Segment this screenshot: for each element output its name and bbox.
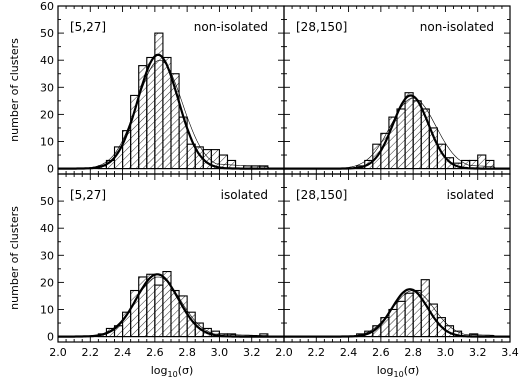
panel-range-label: [28,150] bbox=[296, 188, 347, 202]
gaussian-fit-line bbox=[284, 288, 510, 338]
panel-2: [28,150] non-isolated bbox=[283, 5, 511, 175]
x-axis-title-right-base: log bbox=[377, 364, 394, 377]
x-tick-label: 2.2 bbox=[308, 346, 326, 359]
histogram-bar bbox=[485, 159, 495, 170]
x-axis-title-left-subscript: 10 bbox=[168, 370, 178, 379]
histogram-bar bbox=[130, 94, 140, 170]
x-tick-label: 2.8 bbox=[404, 346, 422, 359]
y-tick-label: 50 bbox=[40, 195, 54, 208]
panel-3: 2.0 2.2 2.4 2.6 2.8 3.0 3.2 0 10 20 30 40 50 [5,27] is… bbox=[40, 173, 285, 359]
histogram-bar bbox=[146, 273, 156, 338]
y-axis-title-top: number of clusters bbox=[8, 38, 21, 142]
panel-isolation-label: isolated bbox=[221, 188, 268, 202]
y-tick-label: 20 bbox=[40, 108, 54, 121]
panel-4: 2.0 2.2 2.4 2.6 2.8 3.0 3.2 3.4 [28,150] isolated bbox=[275, 173, 519, 359]
x-tick-label: 2.2 bbox=[82, 346, 100, 359]
histogram-bar bbox=[404, 292, 414, 338]
histogram-bar bbox=[154, 32, 164, 170]
x-axis-title-right-subscript: 10 bbox=[394, 370, 404, 379]
y-tick-label: 10 bbox=[40, 303, 54, 316]
x-tick-label: 3.0 bbox=[437, 346, 455, 359]
x-tick-label: 2.6 bbox=[372, 346, 390, 359]
panel-range-label: [28,150] bbox=[296, 20, 347, 34]
y-tick-label: 30 bbox=[40, 249, 54, 262]
panel-range-label: [5,27] bbox=[70, 188, 106, 202]
x-axis-title-right: log10(σ) bbox=[377, 364, 420, 379]
x-tick-label: 3.4 bbox=[501, 346, 519, 359]
histogram-bar bbox=[396, 108, 406, 170]
panel-isolation-label: non-isolated bbox=[420, 20, 494, 34]
gaussian-fit-line bbox=[284, 94, 510, 170]
x-tick-label: 3.2 bbox=[469, 346, 487, 359]
histogram-bar bbox=[154, 284, 164, 338]
histogram-bar bbox=[396, 300, 406, 338]
histogram-bar bbox=[404, 92, 414, 170]
x-axis-title-left-arg: (σ) bbox=[178, 364, 194, 377]
y-tick-label: 20 bbox=[40, 276, 54, 289]
gaussian-fit-line bbox=[58, 273, 284, 338]
y-tick-label: 50 bbox=[40, 27, 54, 40]
x-tick-label: 3.2 bbox=[243, 346, 261, 359]
x-axis-title-left: log10(σ) bbox=[151, 364, 194, 379]
x-tick-label: 2.6 bbox=[146, 346, 164, 359]
x-axis-title-right-arg: (σ) bbox=[404, 364, 420, 377]
x-tick-label: 3.0 bbox=[211, 346, 229, 359]
panel-range-label: [5,27] bbox=[70, 20, 106, 34]
y-tick-label: 40 bbox=[40, 222, 54, 235]
y-tick-label: 0 bbox=[47, 163, 54, 176]
histogram-bar bbox=[388, 308, 398, 338]
y-tick-label: 0 bbox=[47, 331, 54, 344]
x-tick-label: 2.4 bbox=[114, 346, 132, 359]
panel-isolation-label: non-isolated bbox=[194, 20, 268, 34]
x-tick-label: 2.0 bbox=[49, 346, 67, 359]
gaussian-fit-line bbox=[58, 53, 284, 170]
x-tick-label: 2.8 bbox=[178, 346, 196, 359]
y-tick-label: 60 bbox=[40, 0, 54, 13]
histogram-bar bbox=[186, 143, 196, 170]
panel-isolation-label: isolated bbox=[447, 188, 494, 202]
histogram-bar bbox=[477, 154, 487, 170]
y-tick-label: 30 bbox=[40, 81, 54, 94]
y-tick-label: 10 bbox=[40, 135, 54, 148]
x-tick-label: 2.0 bbox=[275, 346, 293, 359]
panel-1: 0 10 20 30 40 50 60 [5,27] non-isolated bbox=[40, 0, 285, 176]
histogram-bar bbox=[412, 100, 422, 170]
x-axis-title-left-base: log bbox=[151, 364, 168, 377]
x-tick-label: 2.4 bbox=[340, 346, 358, 359]
y-tick-label: 40 bbox=[40, 54, 54, 67]
y-axis-title-bottom: number of clusters bbox=[8, 206, 21, 310]
